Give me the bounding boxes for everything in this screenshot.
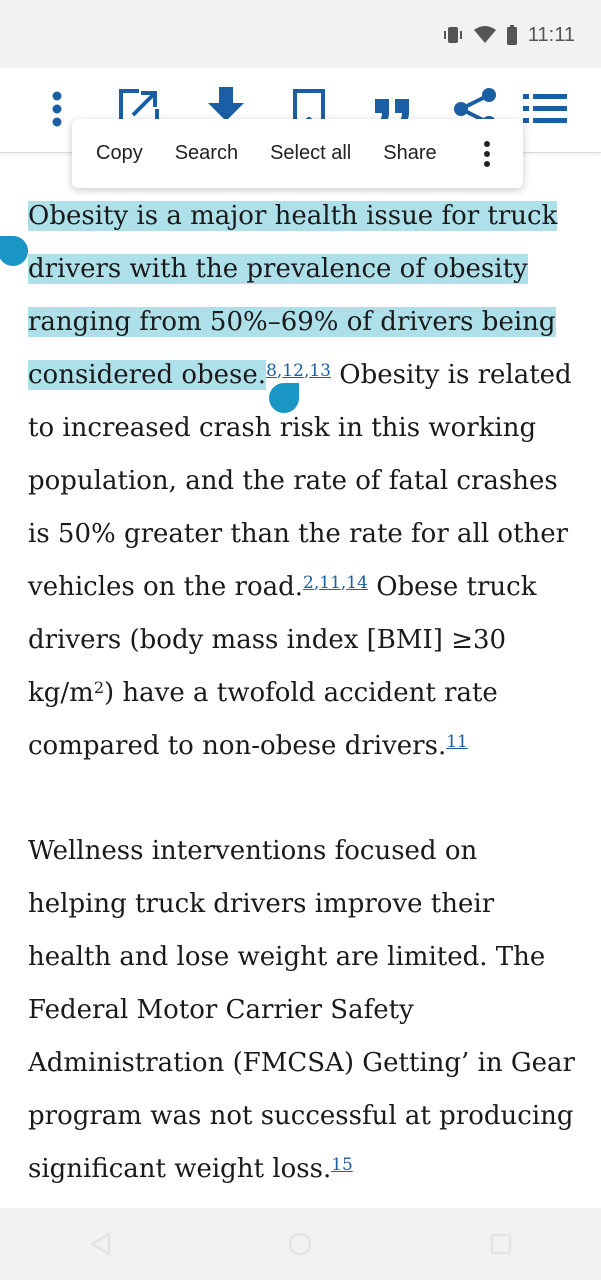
citation-separator: , — [340, 573, 347, 593]
body-text: Wellness interventions focused on helpin… — [28, 836, 575, 1184]
vibrate-icon — [442, 26, 464, 44]
paragraph-2: Wellness interventions focused on helpin… — [28, 825, 576, 1196]
citation-link[interactable]: 2 — [303, 573, 314, 593]
citation-separator: , — [313, 573, 320, 593]
citation-link[interactable]: 15 — [331, 1155, 353, 1175]
superscript: 2 — [93, 678, 104, 697]
article-body: Obesity is a major health issue for truc… — [28, 190, 576, 1248]
status-bar: 11:11 — [0, 0, 601, 68]
list-icon[interactable] — [522, 86, 568, 132]
more-vert-icon[interactable] — [477, 134, 497, 174]
body-text: Obesity is related to increased crash ri… — [28, 360, 572, 602]
paragraph-1: Obesity is a major health issue for truc… — [28, 190, 576, 773]
search-button[interactable]: Search — [174, 142, 239, 164]
citation-link[interactable]: 12 — [282, 361, 304, 381]
wifi-icon — [473, 26, 496, 44]
select-all-button[interactable]: Select all — [270, 142, 352, 164]
more-vert-icon[interactable] — [34, 86, 80, 132]
battery-icon — [506, 25, 518, 45]
citation-link[interactable]: 11 — [446, 732, 468, 752]
text-selection-menu: Copy Search Select all Share — [72, 119, 523, 188]
selection-start-handle[interactable] — [0, 236, 28, 266]
body-text: Obese truck drivers (body mass index [BM… — [28, 572, 537, 708]
citation-separator: , — [276, 361, 283, 381]
citation-link[interactable]: 8 — [266, 361, 277, 381]
system-nav-bar — [0, 1208, 601, 1280]
citation-separator: , — [303, 361, 310, 381]
clock: 11:11 — [527, 23, 575, 46]
recents-icon[interactable] — [481, 1224, 521, 1264]
share-button[interactable]: Share — [383, 142, 437, 164]
copy-button[interactable]: Copy — [96, 142, 143, 164]
body-text: ) have a twofold accident rate compared … — [28, 678, 498, 761]
citation-link[interactable]: 11 — [319, 573, 341, 593]
citation-link[interactable]: 14 — [346, 573, 368, 593]
home-icon[interactable] — [280, 1224, 320, 1264]
selection-end-handle[interactable] — [269, 383, 299, 413]
back-icon[interactable] — [80, 1224, 120, 1264]
citation-link[interactable]: 13 — [309, 361, 331, 381]
